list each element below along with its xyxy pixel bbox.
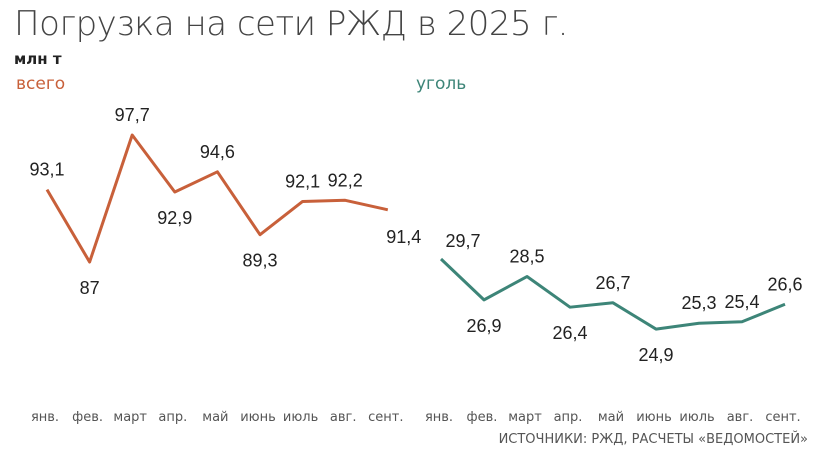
data-label: 92,1 xyxy=(285,171,320,191)
source-note: ИСТОЧНИКИ: РЖД, РАСЧЕТЫ «ВЕДОМОСТЕЙ» xyxy=(498,432,808,447)
x-tick-label: сент. xyxy=(368,410,403,425)
x-tick-label: май xyxy=(202,410,228,425)
data-label: 92,9 xyxy=(157,208,192,228)
data-label: 89,3 xyxy=(242,251,277,271)
x-tick-label: апр. xyxy=(554,410,583,425)
x-tick-label: июнь xyxy=(240,410,276,425)
x-tick-label: янв. xyxy=(425,410,453,425)
data-label: 93,1 xyxy=(29,160,64,180)
x-tick-label: июль xyxy=(679,410,714,425)
x-tick-label: март xyxy=(508,410,542,425)
data-label: 87 xyxy=(80,278,100,298)
data-label: 26,4 xyxy=(552,323,587,343)
x-tick-label: июнь xyxy=(636,410,672,425)
data-label: 29,7 xyxy=(445,231,480,251)
data-label: 25,3 xyxy=(681,293,716,313)
data-label: 92,2 xyxy=(328,170,363,190)
x-tick-label: авг. xyxy=(330,410,357,425)
data-label: 94,6 xyxy=(200,142,235,162)
x-tick-label: июль xyxy=(283,410,318,425)
series-label-total: всего xyxy=(16,74,66,94)
chart-title: Погрузка на сети РЖД в 2025 г. xyxy=(14,4,568,44)
x-tick-label: фев. xyxy=(72,410,103,425)
x-tick-label: фев. xyxy=(467,410,498,425)
data-label: 26,9 xyxy=(466,316,501,336)
data-label: 25,4 xyxy=(724,292,759,312)
data-label: 26,6 xyxy=(767,274,802,294)
series-line-total xyxy=(45,133,389,264)
data-label: 24,9 xyxy=(638,345,673,365)
data-label: 91,4 xyxy=(386,227,421,247)
x-tick-label: март xyxy=(113,410,147,425)
data-label: 28,5 xyxy=(509,247,544,267)
unit-label: млн т xyxy=(14,50,62,68)
x-tick-label: май xyxy=(598,410,624,425)
series-line-coal xyxy=(439,257,786,331)
data-label: 97,7 xyxy=(115,105,150,125)
x-tick-label: сент. xyxy=(765,410,800,425)
x-tick-label: апр. xyxy=(158,410,187,425)
x-tick-label: авг. xyxy=(727,410,754,425)
series-label-coal: уголь xyxy=(416,74,467,94)
data-label: 26,7 xyxy=(595,273,630,293)
x-tick-label: янв. xyxy=(31,410,59,425)
